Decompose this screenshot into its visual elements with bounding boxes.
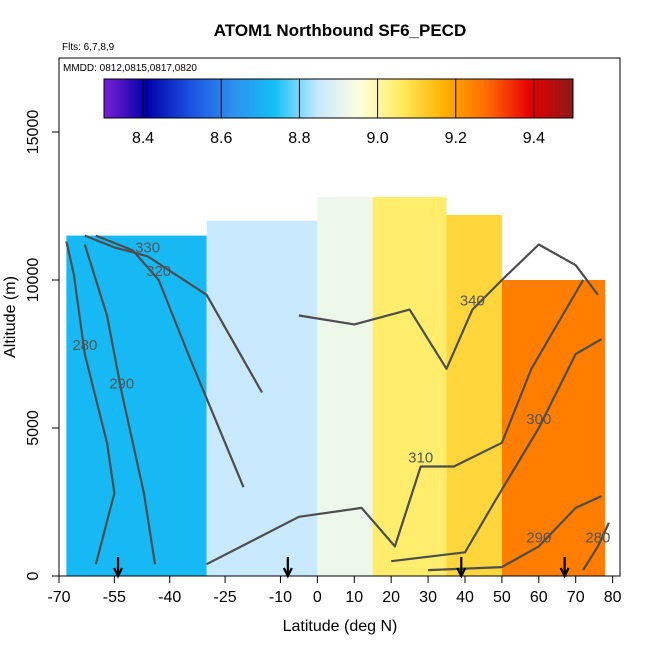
contour-line	[95, 234, 245, 488]
contour-line	[298, 243, 599, 370]
x-tick-label: -55	[103, 589, 126, 606]
colorbar-tick-label: 8.4	[132, 130, 154, 147]
contour-line	[83, 244, 157, 565]
colorbar-tick-label: 9.2	[445, 130, 467, 147]
contour-label: 300	[526, 411, 551, 428]
x-tick-label: 10	[345, 589, 363, 606]
y-axis: 0 5000 10000 15000	[25, 110, 59, 580]
contour-line	[84, 234, 263, 394]
contour-label: 320	[146, 263, 171, 280]
contour-line	[65, 241, 116, 565]
heatmap-cell	[372, 197, 447, 576]
contour-label: 340	[460, 293, 485, 310]
x-tick-label: 80	[604, 589, 622, 606]
dates-label: MMDD: 0812,0815,0817,0820	[63, 63, 197, 74]
heatmap-cell	[66, 235, 207, 576]
y-tick-label: 5000	[25, 410, 42, 446]
y-tick-label: 10000	[25, 258, 42, 303]
y-tick-label: 0	[25, 571, 42, 580]
x-tick-label: -25	[214, 589, 237, 606]
contour-line	[582, 522, 610, 571]
contour-line	[206, 279, 585, 566]
colorbar-tick-label: 8.8	[288, 130, 310, 147]
y-tick-label: 15000	[25, 110, 42, 155]
contour-label: 290	[109, 375, 134, 392]
colorbar-tick-label: 8.6	[210, 130, 232, 147]
contour-label: 290	[526, 529, 551, 546]
x-tick-label: -70	[47, 589, 70, 606]
contour-label: 280	[585, 529, 610, 546]
contour-label: 310	[408, 449, 433, 466]
contour-line	[428, 495, 602, 572]
x-tick-label: 50	[493, 589, 511, 606]
x-axis: -70 -55 -40 -25 -10 0 10 20 30 40 50 60 70 80	[47, 576, 622, 606]
colorbar-ticks: 8.4 8.6 8.8 9.0 9.2 9.4	[132, 79, 545, 147]
x-tick-label: 0	[313, 589, 322, 606]
x-tick-label: 40	[456, 589, 474, 606]
heatmap-cell	[317, 197, 373, 576]
x-axis-label: Latitude (deg N)	[283, 618, 398, 635]
colorbar-tick-label: 9.0	[366, 130, 388, 147]
heatmap-layer	[66, 197, 606, 576]
heatmap-cell	[446, 214, 502, 576]
x-tick-label: -10	[269, 589, 292, 606]
x-tick-label: -40	[158, 589, 181, 606]
contour-layer: 280 290 320 330 310 300 290 280 340	[65, 234, 610, 572]
x-tick-label: 60	[530, 589, 548, 606]
chart-title: ATOM1 Northbound SF6_PECD	[214, 21, 467, 40]
x-tick-label: 30	[419, 589, 437, 606]
contour-label: 330	[135, 239, 160, 256]
heatmap-cell	[206, 220, 318, 576]
colorbar-tick-label: 9.4	[523, 130, 545, 147]
colorbar	[103, 78, 574, 119]
plot-frame	[58, 57, 621, 577]
y-axis-label: Altitude (m)	[2, 276, 19, 358]
flights-label: Flts: 6,7,8,9	[62, 42, 115, 53]
x-tick-label: 20	[382, 589, 400, 606]
contour-label: 280	[72, 337, 97, 354]
x-tick-label: 70	[567, 589, 585, 606]
contour-line	[391, 338, 603, 563]
